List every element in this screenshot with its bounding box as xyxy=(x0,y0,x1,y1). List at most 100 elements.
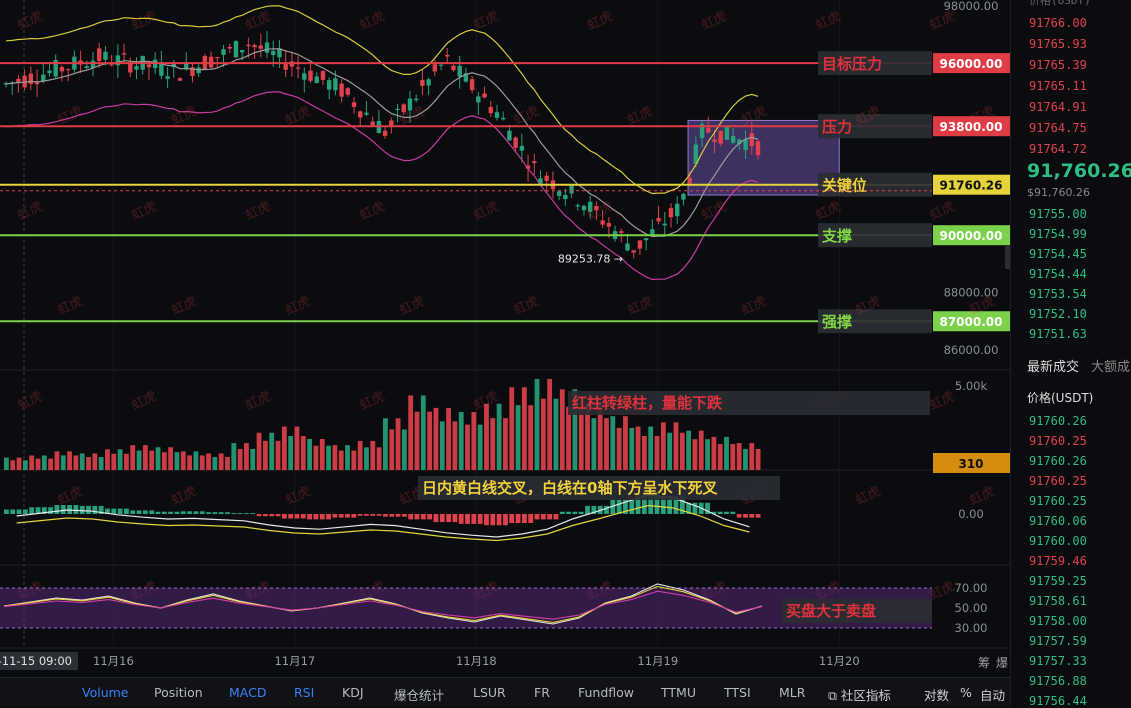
macd-histogram-bar xyxy=(29,507,35,514)
macd-histogram-bar xyxy=(648,493,654,514)
candle-body xyxy=(358,111,363,118)
candle-body xyxy=(28,73,34,84)
volume-bar xyxy=(281,426,287,470)
bid-price-row[interactable]: 91753.54 xyxy=(1029,287,1087,301)
ask-price-row[interactable]: 91765.39 xyxy=(1029,58,1087,72)
bid-price-row[interactable]: 91754.44 xyxy=(1029,267,1087,281)
indicator-tab-position[interactable]: Position xyxy=(154,685,203,700)
macd-histogram-bar xyxy=(193,511,199,514)
indicator-tab-kdj[interactable]: KDJ xyxy=(342,685,364,700)
volume-bar xyxy=(60,455,66,470)
volume-bar xyxy=(509,387,515,470)
volume-bar xyxy=(294,426,300,470)
macd-histogram-bar xyxy=(161,511,167,514)
indicator-tab-rsi[interactable]: RSI xyxy=(294,685,315,700)
volume-bar xyxy=(496,403,502,470)
candle-body xyxy=(699,123,705,139)
indicator-tab-macd[interactable]: MACD xyxy=(229,685,267,700)
macd-dea-line xyxy=(16,504,750,542)
ask-price-row[interactable]: 91764.91 xyxy=(1029,100,1087,114)
candle-body xyxy=(631,250,636,253)
macd-histogram-bar xyxy=(578,511,584,514)
indicator-tab-fr[interactable]: FR xyxy=(534,685,550,700)
ask-price-row[interactable]: 91766.00 xyxy=(1029,16,1087,30)
bid-price-row[interactable]: 91755.00 xyxy=(1029,207,1087,221)
indicator-tab-爆仓统计[interactable]: 爆仓统计 xyxy=(394,688,445,703)
macd-histogram-bar xyxy=(717,511,723,514)
candle-body xyxy=(271,50,276,56)
volume-bar xyxy=(654,435,660,470)
ask-price-row[interactable]: 91764.75 xyxy=(1029,121,1087,135)
volume-bar xyxy=(357,441,363,470)
price-chart-area[interactable]: 目标压力 96000.00 压力 93800.00 关键位 91760.26 支撑 90000… xyxy=(0,0,1010,677)
volume-bar xyxy=(439,421,445,470)
indicator-tab-ttmu[interactable]: TTMU xyxy=(661,685,696,700)
macd-histogram-bar xyxy=(711,511,717,514)
trade-price-row: 91760.25 xyxy=(1029,474,1087,488)
chart-canvas[interactable]: 目标压力 96000.00 压力 93800.00 关键位 91760.26 支撑 90000… xyxy=(0,0,1010,677)
bid-price-row[interactable]: 91752.10 xyxy=(1029,307,1087,321)
macd-histogram-bar xyxy=(218,512,224,514)
macd-histogram-bar xyxy=(401,514,407,517)
volume-bar xyxy=(553,398,559,470)
percent-scale-toggle[interactable]: % xyxy=(960,685,972,700)
volume-bar xyxy=(736,443,742,470)
macd-histogram-bar xyxy=(225,512,230,514)
macd-histogram-bar xyxy=(528,514,534,523)
volume-bar xyxy=(168,447,174,470)
trade-price-row: 91756.44 xyxy=(1029,694,1087,708)
volume-bar xyxy=(54,451,60,470)
tab-large-trades[interactable]: 大额成 xyxy=(1091,360,1131,375)
ask-price-row[interactable]: 91764.72 xyxy=(1029,142,1087,156)
macd-histogram-bar xyxy=(326,514,331,520)
volume-bar xyxy=(212,457,218,470)
candle-body xyxy=(500,117,506,120)
bid-price-row[interactable]: 91754.45 xyxy=(1029,247,1087,261)
price-axis-tick: 86000.00 xyxy=(944,343,999,357)
rsi-axis-tick: 30.00 xyxy=(955,621,988,635)
macd-histogram-bar xyxy=(667,496,673,514)
macd-histogram-bar xyxy=(269,514,275,517)
candle-body xyxy=(339,83,344,97)
macd-histogram-bar xyxy=(484,514,489,526)
indicator-tab-lsur[interactable]: LSUR xyxy=(473,685,506,700)
bid-price-row[interactable]: 91754.99 xyxy=(1029,227,1087,241)
macd-histogram-bar xyxy=(465,514,470,524)
macd-histogram-bar xyxy=(534,514,540,520)
indicator-tab-ttsi[interactable]: TTSI xyxy=(724,685,751,700)
candle-body xyxy=(451,65,456,71)
log-scale-toggle[interactable]: 对数 xyxy=(924,688,950,703)
ask-price-row[interactable]: 91765.93 xyxy=(1029,37,1087,51)
candle-body xyxy=(513,137,518,148)
low-price-marker: 89253.78 → xyxy=(558,253,623,266)
volume-bar xyxy=(41,455,47,470)
level-price-label: 93800.00 xyxy=(939,120,1002,134)
indicator-tab-mlr[interactable]: MLR xyxy=(779,685,806,700)
macd-histogram-bar xyxy=(48,507,54,514)
candle-body xyxy=(581,205,587,211)
candle-body xyxy=(668,208,674,218)
candle-body xyxy=(121,53,127,55)
rsi-annotation-label: 买盘大于卖盘 xyxy=(786,602,876,620)
macd-histogram-bar xyxy=(604,505,609,514)
candlestick-series xyxy=(3,31,761,259)
candle-body xyxy=(364,112,369,115)
indicator-tab-volume[interactable]: Volume xyxy=(82,685,129,700)
volume-bar xyxy=(749,443,755,470)
volume-bar xyxy=(319,438,325,470)
candle-body xyxy=(749,133,754,147)
level-price-label: 90000.00 xyxy=(939,229,1002,243)
order-book-top-header: 价格(USDT) xyxy=(1029,0,1091,7)
macd-histogram-bar xyxy=(294,514,300,519)
community-indicator-button[interactable]: ⧉ 社区指标 xyxy=(828,688,891,703)
ask-price-row[interactable]: 91765.11 xyxy=(1029,79,1087,93)
indicator-tab-fundflow[interactable]: Fundflow xyxy=(578,685,635,700)
volume-bar xyxy=(585,403,590,470)
auto-scale-toggle[interactable]: 自动 xyxy=(980,688,1006,703)
bid-price-row[interactable]: 91751.63 xyxy=(1029,327,1087,341)
volume-bar xyxy=(16,457,22,470)
candle-body xyxy=(16,78,21,83)
volume-bar xyxy=(237,448,243,470)
tab-latest-trades[interactable]: 最新成交 xyxy=(1027,360,1080,375)
volume-bar xyxy=(414,411,420,470)
